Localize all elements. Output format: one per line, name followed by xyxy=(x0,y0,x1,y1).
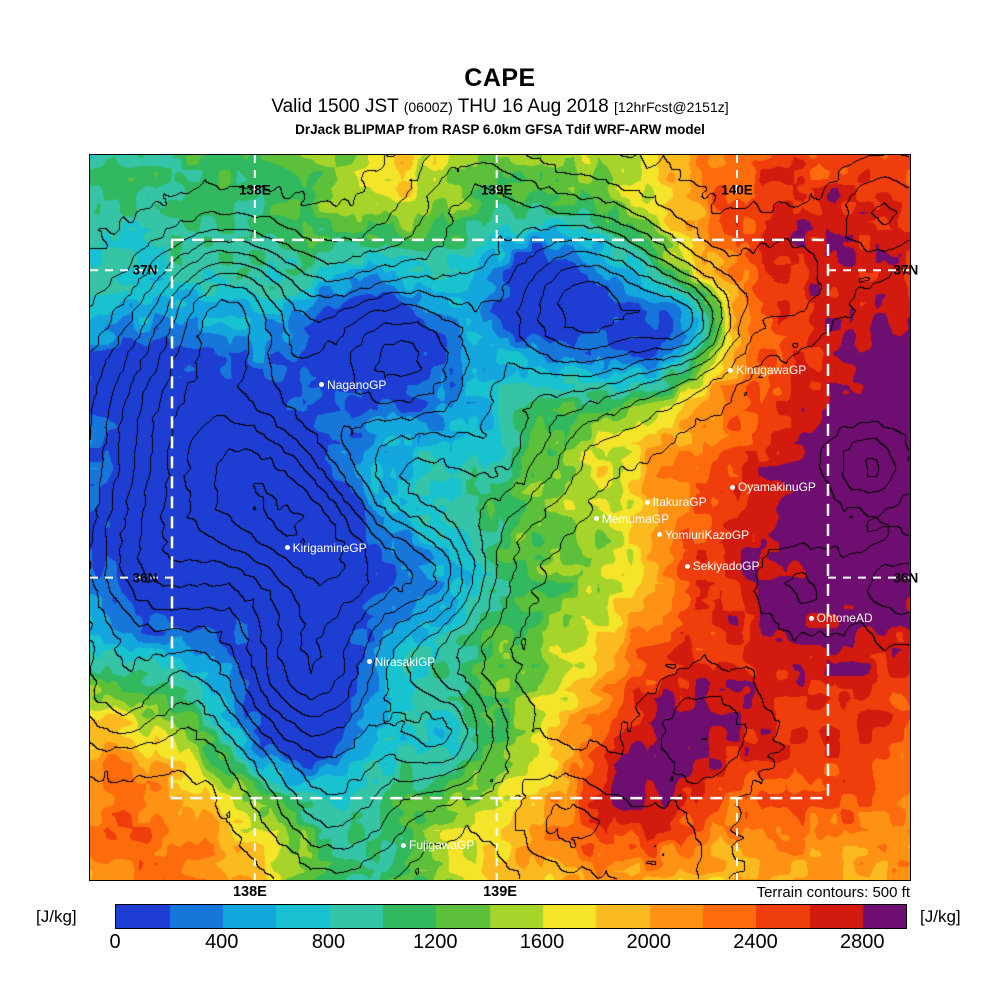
colorbar-unit-right: [J/kg] xyxy=(920,907,961,926)
valid-line: Valid 1500 JST (0600Z) THU 16 Aug 2018 [… xyxy=(0,96,1000,118)
chart-title: CAPE xyxy=(464,64,536,92)
lon-label-bottom: 138E xyxy=(232,884,267,900)
valid-time: Valid 1500 JST xyxy=(271,96,399,117)
colorbar-tick-2400: 2400 xyxy=(733,931,778,953)
valid-date: THU 16 Aug 2018 xyxy=(457,96,609,117)
colorbar-unit-left: [J/kg] xyxy=(36,907,77,926)
cape-map: 138E 139E 140E 37N 37N 36N 36N NaganoGP Kinugaw… xyxy=(89,154,918,881)
colorbar-tick-400: 400 xyxy=(205,931,239,953)
forecast-tag: [12hrFcst@2151z] xyxy=(614,99,729,115)
colorbar-tick-0: 0 xyxy=(109,931,121,953)
colorbar xyxy=(115,904,907,929)
valid-utc: (0600Z) xyxy=(403,99,453,115)
colorbar-tick-800: 800 xyxy=(311,931,346,953)
cape-field-canvas xyxy=(90,155,910,880)
colorbar-tick-1200: 1200 xyxy=(413,931,458,953)
model-line: DrJack BLIPMAP from RASP 6.0km GFSA Tdif… xyxy=(295,122,705,137)
colorbar-tick-2000: 2000 xyxy=(626,931,672,953)
colorbar-tick-2800: 2800 xyxy=(840,931,885,953)
terrain-note: Terrain contours: 500 ft xyxy=(756,884,910,901)
title-block: CAPE Valid 1500 JST (0600Z) THU 16 Aug 2… xyxy=(0,64,1000,137)
colorbar-tick-1600: 1600 xyxy=(519,931,565,953)
colorbar-canvas xyxy=(116,905,906,928)
colorbar-ticks: 0 400 800 1200 1600 2000 2400 2800 xyxy=(109,931,905,957)
lon-label-bottom: 139E xyxy=(483,884,517,900)
